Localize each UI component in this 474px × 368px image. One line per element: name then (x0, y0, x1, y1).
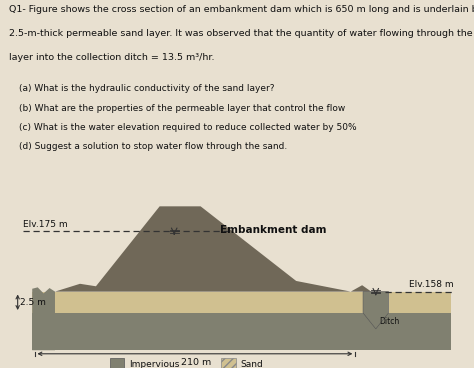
Polygon shape (55, 206, 351, 291)
Polygon shape (32, 313, 451, 350)
Text: Embankment dam: Embankment dam (220, 225, 327, 235)
Text: (d) Suggest a solution to stop water flow through the sand.: (d) Suggest a solution to stop water flo… (19, 142, 287, 152)
Text: (a) What is the hydraulic conductivity of the sand layer?: (a) What is the hydraulic conductivity o… (19, 84, 274, 93)
Text: Ditch: Ditch (379, 317, 400, 326)
Bar (221, 358, 236, 368)
Polygon shape (32, 287, 55, 350)
Text: (b) What are the properties of the permeable layer that control the flow: (b) What are the properties of the perme… (19, 104, 345, 113)
Text: 2.5 m: 2.5 m (20, 298, 46, 307)
Polygon shape (32, 291, 363, 313)
Polygon shape (351, 285, 371, 291)
Polygon shape (389, 291, 451, 313)
Text: Impervious: Impervious (129, 360, 179, 368)
Text: (c) What is the water elevation required to reduce collected water by 50%: (c) What is the water elevation required… (19, 123, 356, 132)
Text: layer into the collection ditch = 13.5 m³/hr.: layer into the collection ditch = 13.5 m… (9, 53, 215, 63)
Polygon shape (363, 291, 389, 329)
Text: 210 m: 210 m (181, 358, 211, 367)
Text: Elv.158 m: Elv.158 m (409, 280, 453, 290)
Text: Q1- Figure shows the cross section of an embankment dam which is 650 m long and : Q1- Figure shows the cross section of an… (9, 5, 474, 14)
Text: Sand: Sand (240, 360, 263, 368)
Bar (109, 358, 124, 368)
Text: 2.5-m-thick permeable sand layer. It was observed that the quantity of water flo: 2.5-m-thick permeable sand layer. It was… (9, 29, 474, 38)
Text: Elv.175 m: Elv.175 m (23, 220, 68, 229)
